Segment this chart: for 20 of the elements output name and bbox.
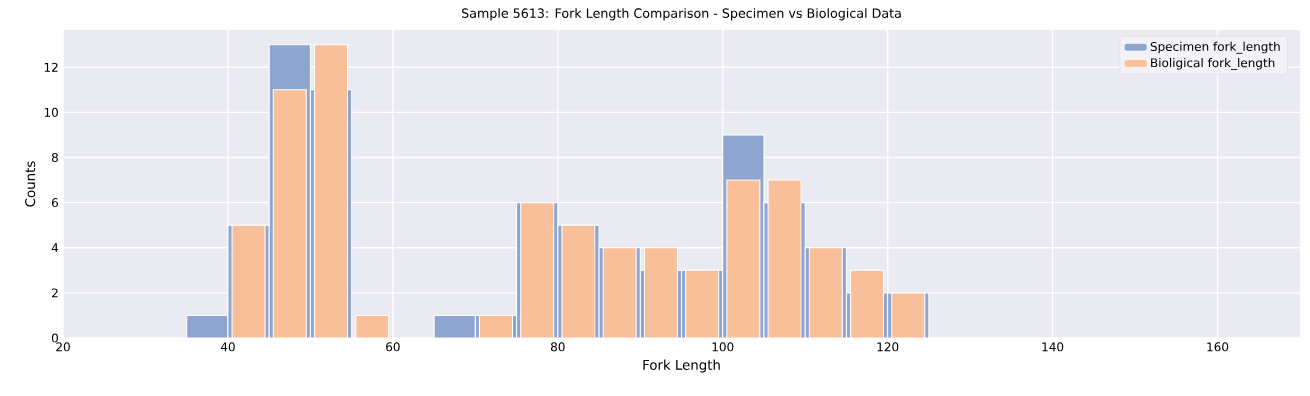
x-tick-label: 140 bbox=[1042, 342, 1064, 352]
x-tick-label: 60 bbox=[386, 342, 400, 352]
legend-label: Bioligical fork_length bbox=[1151, 58, 1275, 70]
x-axis-title: Fork Length bbox=[643, 359, 720, 373]
x-tick-label: 40 bbox=[220, 342, 235, 352]
y-tick-label: 4 bbox=[51, 243, 59, 253]
y-axis-title: Counts bbox=[25, 161, 36, 207]
x-tick-label: 120 bbox=[877, 342, 899, 352]
y-tick-label: 8 bbox=[51, 152, 58, 163]
y-tick-label: 12 bbox=[44, 62, 58, 72]
y-tick-label: 0 bbox=[51, 333, 58, 343]
y-tick-label: 2 bbox=[52, 288, 58, 298]
chart-title: Sample 5613: Fork Length Comparison - Specimen vs Biological Data bbox=[462, 8, 901, 21]
legend-label: Specimen fork_length bbox=[1150, 41, 1280, 54]
x-tick-label: 80 bbox=[550, 342, 565, 352]
x-tick-label: 160 bbox=[1207, 342, 1229, 352]
x-tick-label: 20 bbox=[56, 342, 70, 352]
x-tick-label: 100 bbox=[712, 342, 734, 352]
y-tick-label: 10 bbox=[44, 107, 58, 117]
y-tick-label: 6 bbox=[51, 198, 58, 208]
